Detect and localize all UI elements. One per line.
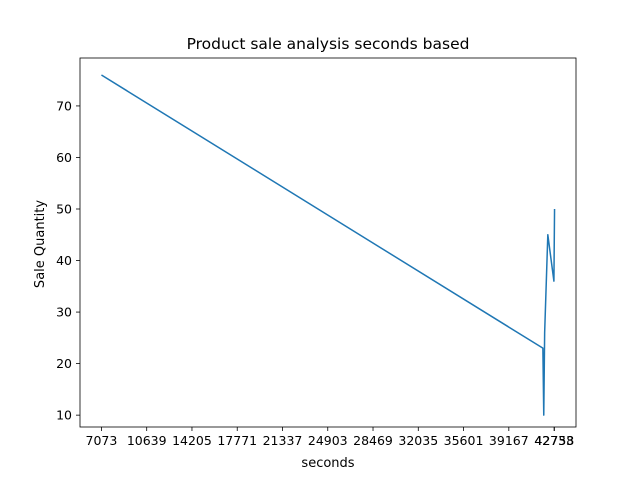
x-tick-label: 7073: [86, 433, 118, 448]
x-tick-label: 14205: [172, 433, 212, 448]
x-tick-label: 17771: [217, 433, 257, 448]
y-tick-label: 10: [56, 408, 72, 423]
x-tick-label: 10639: [127, 433, 167, 448]
x-axis-label: seconds: [301, 456, 354, 471]
y-tick-label: 50: [56, 202, 72, 217]
x-tick-label: 42733: [534, 433, 574, 448]
x-axis: 7073 10639 14205 17771 21337 24903 28469 32035 3…: [86, 427, 575, 448]
x-tick-label: 42758: [535, 433, 575, 448]
plot-area: [79, 57, 577, 428]
x-tick-label: 28469: [353, 433, 393, 448]
y-tick-label: 70: [56, 98, 72, 113]
x-tick-label: 24903: [308, 433, 348, 448]
y-tick-label: 30: [56, 305, 72, 320]
y-axis-label: Sale Quantity: [33, 200, 48, 288]
x-tick-label: 21337: [263, 433, 303, 448]
x-tick-label: 35601: [444, 433, 484, 448]
axes-frame: [79, 57, 577, 428]
x-tick-label: 32035: [398, 433, 438, 448]
y-tick-label: 40: [56, 253, 72, 268]
chart-title: Product sale analysis seconds based: [187, 35, 470, 53]
x-tick-label: 39167: [489, 433, 529, 448]
y-tick-label: 60: [56, 150, 72, 165]
y-axis: 10 20 30 40 50 60 70: [56, 98, 80, 423]
series-line-0: [101, 74, 556, 416]
y-tick-label: 20: [56, 356, 72, 371]
